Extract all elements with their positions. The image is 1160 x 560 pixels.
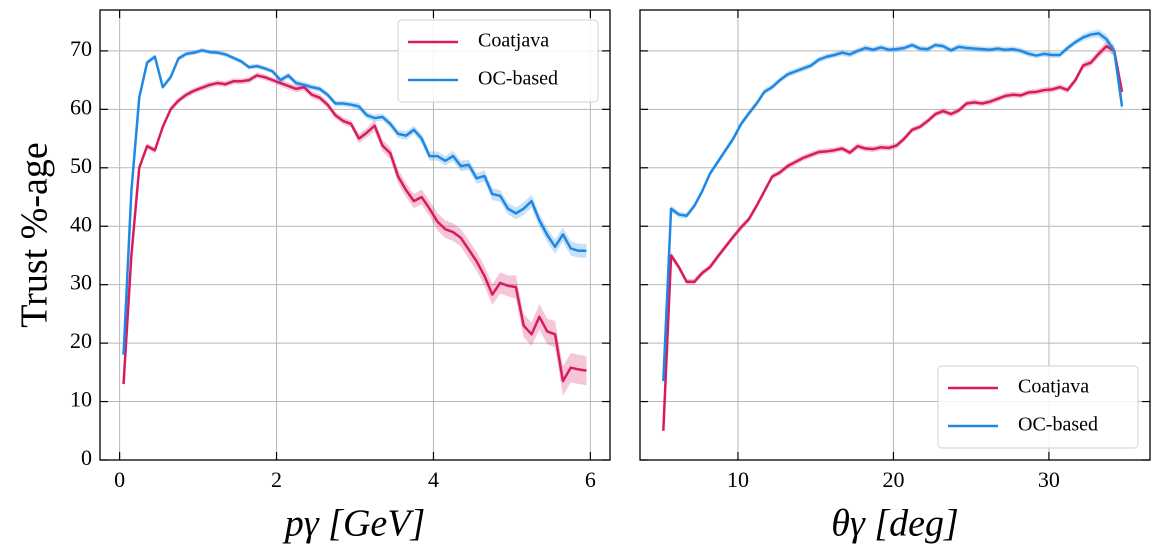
line bbox=[122, 49, 587, 355]
error-band bbox=[663, 29, 1123, 385]
y-tick-label: 60 bbox=[70, 94, 92, 119]
y-tick-label: 10 bbox=[70, 387, 92, 412]
line bbox=[662, 32, 1124, 382]
legend-box bbox=[397, 19, 599, 103]
y-tick-label: 70 bbox=[70, 36, 92, 61]
y-tick-label: 50 bbox=[70, 153, 92, 178]
x-tick-label: 30 bbox=[1038, 467, 1060, 492]
x-axis-label: pγ [GeV] bbox=[282, 503, 426, 545]
line bbox=[122, 74, 587, 385]
x-tick-label: 4 bbox=[428, 467, 439, 492]
plot-frame bbox=[99, 9, 611, 461]
y-tick-label: 40 bbox=[70, 211, 92, 236]
x-tick-label: 6 bbox=[585, 467, 596, 492]
legend-box bbox=[937, 365, 1139, 449]
y-tick-label: 0 bbox=[81, 445, 92, 470]
x-tick-label: 20 bbox=[882, 467, 904, 492]
legend-label: OC-based bbox=[478, 68, 558, 90]
y-tick-label: 20 bbox=[70, 328, 92, 353]
line bbox=[662, 44, 1124, 431]
x-tick-label: 10 bbox=[727, 467, 749, 492]
plot-frame bbox=[639, 9, 1151, 461]
legend-label: Coatjava bbox=[478, 30, 549, 52]
x-axis-label: θγ [deg] bbox=[831, 503, 959, 545]
legend-label: Coatjava bbox=[1018, 376, 1089, 398]
legend-label: OC-based bbox=[1018, 414, 1098, 436]
y-axis-label: Trust %-age bbox=[14, 142, 56, 327]
error-band bbox=[123, 72, 587, 396]
x-tick-label: 2 bbox=[271, 467, 282, 492]
y-tick-label: 30 bbox=[70, 270, 92, 295]
x-tick-label: 0 bbox=[114, 467, 125, 492]
